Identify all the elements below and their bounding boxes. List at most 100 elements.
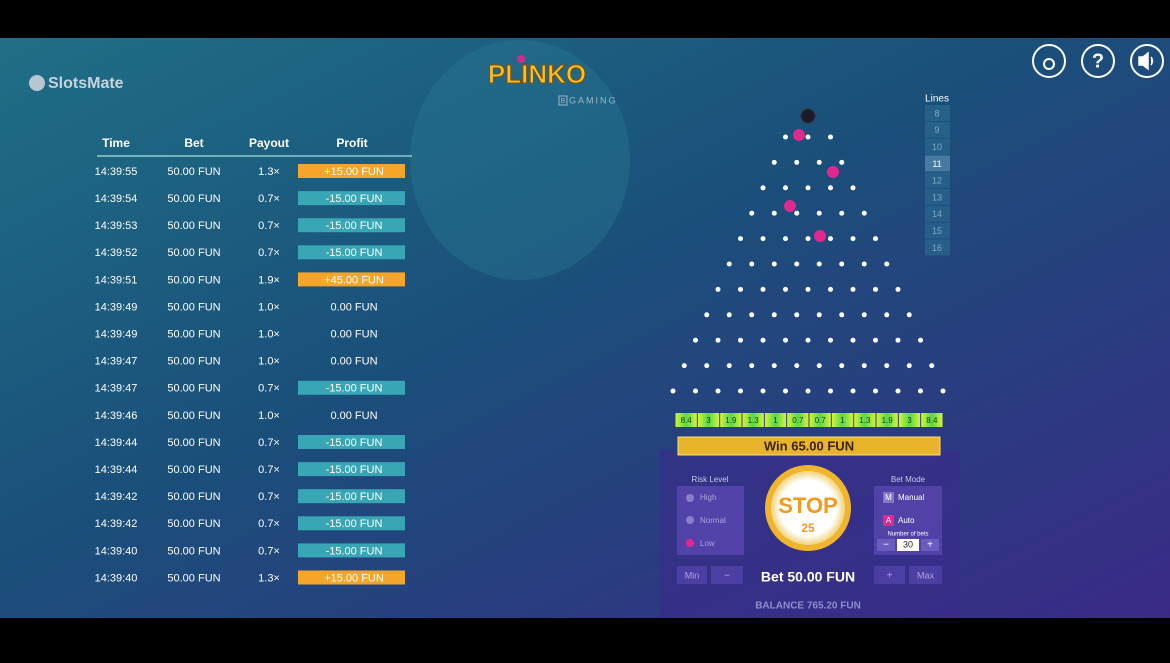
profit-badge [298,272,405,287]
max-button[interactable] [909,566,942,584]
peg [873,388,878,394]
number-field[interactable] [897,539,919,551]
peg [816,363,822,369]
help-button[interactable] [1081,44,1115,78]
cell: -15.00 FUN [326,247,383,259]
peg [839,363,845,369]
sound-button[interactable] [1130,44,1164,78]
profit-badge [298,191,405,206]
peg [783,236,788,242]
lines-option-bg[interactable] [925,205,950,222]
auto-option[interactable]: Auto [898,516,915,525]
peg [839,159,845,165]
number-plus-text: + [927,540,933,551]
profit-badge [298,164,405,178]
cell: 50.00 FUN [167,437,220,449]
peg [771,363,777,369]
maker-mark: B [561,98,566,105]
peg [828,236,833,242]
help-text: ? [1092,50,1104,72]
medal-icon [1043,58,1055,70]
peg [828,185,833,191]
multiplier-slot [720,413,742,427]
cell: -15.00 FUN [326,220,383,232]
lines-option-bg[interactable] [925,239,950,256]
ball [784,200,796,212]
maker: GAMING [569,95,618,105]
manual-option[interactable]: Manual [898,493,924,502]
lines-option-bg[interactable] [925,138,950,155]
min-button[interactable] [677,566,707,584]
stop-face [771,471,845,545]
cell: -15.00 FUN [326,383,383,395]
cell: -15.00 FUN [326,491,383,503]
peg [715,286,721,292]
decor [410,40,630,280]
column-header: Bet [184,136,203,150]
stop-count: 25 [801,521,815,535]
peg [839,312,845,318]
cell: 0.00 FUN [330,301,377,313]
peg [715,388,721,394]
peg [940,388,946,394]
multiplier-slot [921,413,943,427]
cell: 50.00 FUN [167,545,220,557]
number-value: 30 [903,539,913,549]
multiplier: 0.7 [815,416,827,425]
cell: 14:39:51 [95,274,138,286]
peg [783,185,788,191]
stop-button[interactable]: STOP 25 [765,465,851,551]
lines-option-bg[interactable] [925,172,950,189]
peg [805,236,811,242]
auto-key: A [886,516,892,525]
peg [704,363,710,369]
number-plus[interactable] [921,539,939,551]
brand-text: SlotsMate [48,75,124,92]
cell: -15.00 FUN [326,437,383,449]
cell: +15.00 FUN [324,572,384,584]
multiplier: 1.9 [882,416,894,425]
lines-option-bg[interactable] [925,222,950,239]
lines-option-bg[interactable] [925,121,950,138]
cell: 14:39:42 [95,491,138,503]
cell: 0.00 FUN [330,410,377,422]
peg [828,134,833,140]
peg [816,210,822,216]
risk-option[interactable]: Low [700,539,715,548]
lines-option-bg[interactable] [925,105,950,121]
cell: 1.0× [258,301,280,313]
cell: 50.00 FUN [167,301,220,313]
peg [850,185,856,191]
multiplier-slot [876,413,898,427]
risk-option[interactable]: High [700,493,716,502]
achievements-button[interactable] [1032,44,1066,78]
peg [749,312,755,318]
peg [794,210,800,216]
cell: 14:39:49 [95,329,138,341]
lines-option-bg[interactable] [925,155,950,172]
peg [873,337,878,343]
lines-option-bg[interactable] [925,189,950,205]
lines-selector: Lines 8 9 10 11 12 13 14 15 16 [925,94,950,256]
brand-icon [29,75,45,91]
peg [794,363,800,369]
brand: SlotsMate [29,75,124,92]
number-minus[interactable] [877,539,895,551]
risk-option[interactable]: Normal [700,516,726,525]
peg [760,286,766,292]
cell: 14:39:46 [95,410,138,422]
lines-option: 15 [932,226,942,236]
column-header: Profit [336,136,367,150]
peg [873,236,878,242]
profit-badge [298,380,405,395]
profit-badge [298,462,405,477]
peg [738,286,743,292]
bet-minus-text: − [724,571,730,582]
bet-minus-button[interactable] [711,566,743,584]
lines-option: 11 [932,159,941,169]
logo-ball [517,55,525,63]
cell: 50.00 FUN [167,383,220,395]
column-header: Time [102,136,130,150]
peg [850,236,856,242]
bet-plus-button[interactable] [874,566,905,584]
